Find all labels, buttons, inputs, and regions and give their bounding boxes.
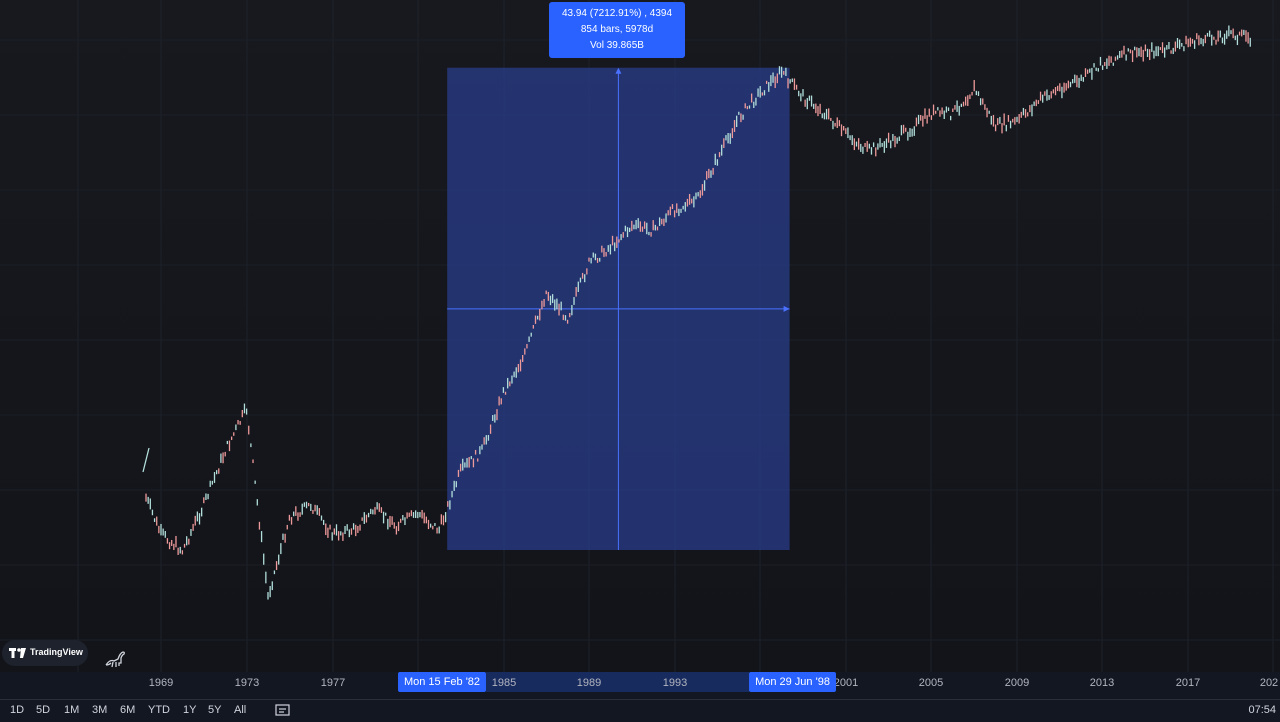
arrow-up-icon [615, 67, 622, 74]
measure-volume: Vol 39.865B [590, 40, 644, 51]
compare-icon[interactable] [275, 703, 291, 717]
interval-ytd-button[interactable]: YTD [148, 704, 170, 716]
time-tick: 1973 [234, 677, 260, 689]
time-tick: 2005 [918, 677, 944, 689]
tradingview-label: TradingView [30, 647, 83, 657]
range-start-label: Mon 15 Feb '82 [398, 672, 486, 692]
interval-6m-button[interactable]: 6M [120, 704, 136, 716]
time-tick: 2001 [833, 677, 859, 689]
dinosaur-icon[interactable] [104, 649, 126, 669]
time-tick: 1969 [148, 677, 174, 689]
time-tick: 1989 [576, 677, 602, 689]
price-chart[interactable] [0, 0, 1280, 672]
range-end-label: Mon 29 Jun '98 [749, 672, 836, 692]
time-range-highlight [486, 672, 749, 692]
interval-1m-button[interactable]: 1M [64, 704, 80, 716]
interval-1y-button[interactable]: 1Y [183, 704, 197, 716]
measure-change: 43.94 (7212.91%) , 4394 [561, 8, 673, 19]
tradingview-badge[interactable]: TradingView [2, 640, 88, 666]
time-tick: 202 [1259, 677, 1279, 689]
measure-bars: 854 bars, 5978d [580, 24, 654, 35]
time-tick: 2013 [1089, 677, 1115, 689]
tradingview-logo-icon [9, 648, 26, 658]
measure-tooltip: 43.94 (7212.91%) , 4394 854 bars, 5978d … [549, 2, 685, 58]
interval-1d-button[interactable]: 1D [10, 704, 25, 716]
time-tick: 2017 [1175, 677, 1201, 689]
time-axis[interactable]: 1969 1973 1977 1985 1989 1993 2001 2005 … [0, 672, 1280, 694]
interval-5y-button[interactable]: 5Y [208, 704, 222, 716]
chart-pane[interactable] [0, 0, 1280, 672]
bottom-toolbar: 1D 5D 1M 3M 6M YTD 1Y 5Y All 07:54 [0, 699, 1280, 722]
time-tick: 1985 [491, 677, 517, 689]
price-bar [142, 447, 150, 473]
interval-all-button[interactable]: All [234, 704, 247, 716]
interval-5d-button[interactable]: 5D [36, 704, 51, 716]
clock: 07:54 [1248, 704, 1276, 716]
interval-3m-button[interactable]: 3M [92, 704, 108, 716]
time-tick: 1977 [320, 677, 346, 689]
time-tick: 2009 [1004, 677, 1030, 689]
arrow-right-icon [783, 305, 790, 312]
time-tick: 1993 [662, 677, 688, 689]
